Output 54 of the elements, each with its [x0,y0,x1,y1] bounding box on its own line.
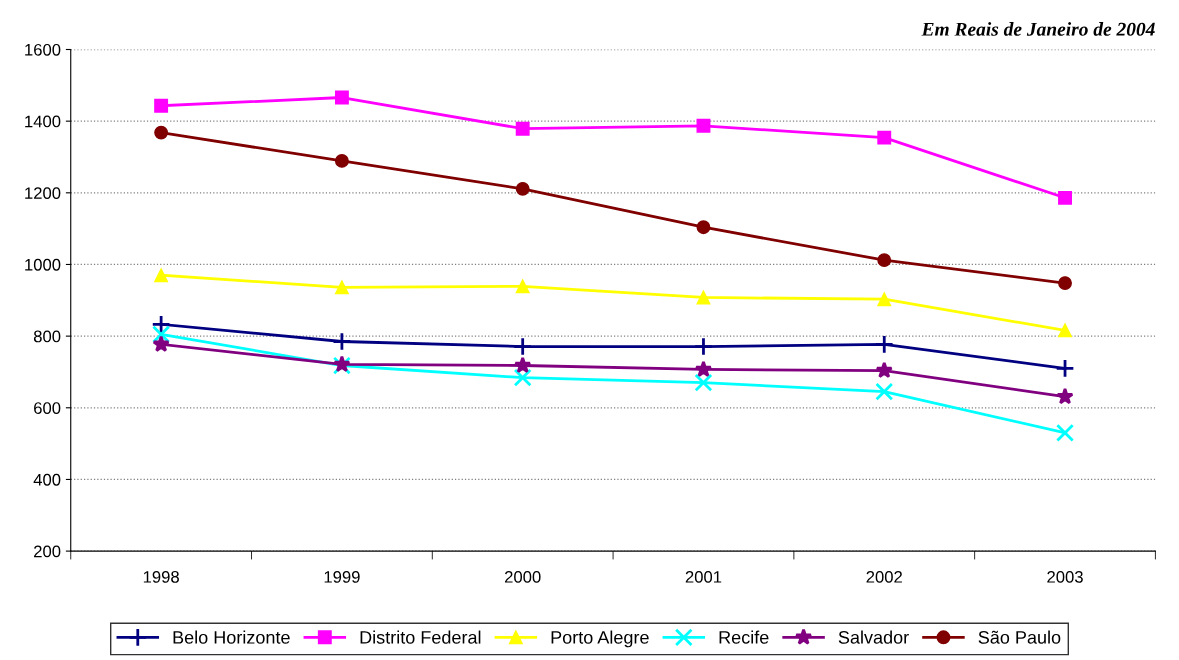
chart-title: Em Reais de Janeiro de 2004 [921,22,1155,36]
legend-label: Distrito Federal [360,630,481,644]
point [696,118,711,133]
x-tick-label: 1999 [324,570,360,583]
x-tick-label: 2000 [504,570,541,583]
y-tick-label: 1200 [25,187,61,200]
y-tick-label: 600 [34,402,61,414]
point [334,153,349,168]
legend-label: São Paulo [978,630,1061,644]
point [515,121,530,136]
point [334,90,349,105]
point [152,325,171,344]
point [877,253,892,268]
point [1056,423,1075,442]
y-tick-label: 200 [34,545,61,558]
point [694,360,713,378]
point [1058,190,1072,205]
y-tick-label: 800 [33,330,61,343]
point [1058,276,1072,291]
point [332,331,352,352]
point [877,130,892,145]
y-tick-label: 400 [33,473,61,486]
legend-label: Porto Alegre [551,630,649,648]
x-tick-label: 2003 [1047,570,1083,583]
x-tick-label: 2002 [866,570,902,583]
legend-label: Salvador [838,630,909,644]
point [514,356,532,374]
y-tick-label: 1000 [25,258,61,271]
point [1055,358,1075,379]
point [875,361,893,379]
point [1056,387,1074,405]
point [694,373,713,392]
point [693,336,714,357]
point [877,292,892,307]
point [154,125,169,140]
point [334,280,349,295]
point [696,290,711,305]
point [515,279,530,294]
point [512,336,533,357]
point [515,181,530,196]
point [1058,323,1072,338]
point [696,220,711,235]
point [874,334,894,355]
legend-label: Recife [719,630,769,644]
y-tick-label: 1600 [25,43,61,56]
point [152,335,170,352]
x-tick-label: 2001 [685,570,722,583]
point [875,382,894,401]
legend-label: Belo Horizonte [173,630,290,644]
x-tick-label: 1998 [143,570,179,583]
point [154,98,169,113]
point [513,368,532,387]
y-tick-label: 1400 [25,115,61,128]
point [154,268,169,283]
